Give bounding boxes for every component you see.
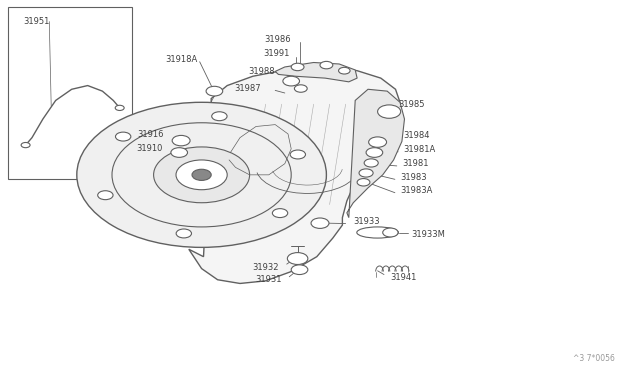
Circle shape — [291, 63, 304, 71]
Circle shape — [290, 150, 305, 159]
Text: 31987: 31987 — [234, 84, 261, 93]
Circle shape — [206, 86, 223, 96]
Text: 31986: 31986 — [264, 35, 291, 44]
Circle shape — [273, 209, 288, 218]
Text: 31984: 31984 — [403, 131, 429, 140]
Text: 31981A: 31981A — [403, 145, 435, 154]
Text: 31991: 31991 — [263, 49, 289, 58]
Polygon shape — [189, 67, 400, 283]
Circle shape — [378, 105, 401, 118]
Circle shape — [283, 76, 300, 86]
Circle shape — [369, 137, 387, 147]
Text: ^3 7*0056: ^3 7*0056 — [573, 354, 614, 363]
Circle shape — [77, 102, 326, 247]
Circle shape — [357, 179, 370, 186]
Text: 31983A: 31983A — [400, 186, 433, 195]
Circle shape — [115, 132, 131, 141]
Circle shape — [320, 61, 333, 69]
Circle shape — [212, 112, 227, 121]
Text: 31985: 31985 — [398, 100, 424, 109]
Text: 31933: 31933 — [353, 217, 380, 226]
Circle shape — [364, 159, 378, 167]
Circle shape — [172, 135, 190, 146]
Text: 31941: 31941 — [390, 273, 417, 282]
Text: 31951: 31951 — [24, 17, 50, 26]
Circle shape — [359, 169, 373, 177]
Circle shape — [383, 228, 398, 237]
Circle shape — [287, 253, 308, 264]
Text: 31916: 31916 — [137, 130, 163, 139]
Text: 31932: 31932 — [253, 263, 279, 272]
Circle shape — [294, 85, 307, 92]
Circle shape — [366, 148, 383, 157]
Circle shape — [291, 265, 308, 275]
Circle shape — [176, 229, 191, 238]
Text: 31931: 31931 — [255, 275, 282, 284]
FancyBboxPatch shape — [8, 7, 132, 179]
Text: 31910: 31910 — [136, 144, 163, 153]
Circle shape — [176, 160, 227, 190]
Polygon shape — [347, 89, 404, 218]
Circle shape — [192, 169, 211, 180]
Text: 31983: 31983 — [400, 173, 427, 182]
Polygon shape — [275, 62, 357, 82]
Circle shape — [311, 218, 329, 228]
Text: 31988: 31988 — [248, 67, 275, 76]
Text: 31918A: 31918A — [165, 55, 197, 64]
Circle shape — [115, 105, 124, 110]
Circle shape — [171, 148, 188, 157]
Circle shape — [21, 142, 30, 148]
Text: 31981: 31981 — [402, 159, 428, 168]
Text: 31933M: 31933M — [412, 230, 445, 239]
Circle shape — [339, 67, 350, 74]
Circle shape — [98, 191, 113, 200]
Ellipse shape — [357, 227, 398, 238]
Circle shape — [154, 147, 250, 203]
